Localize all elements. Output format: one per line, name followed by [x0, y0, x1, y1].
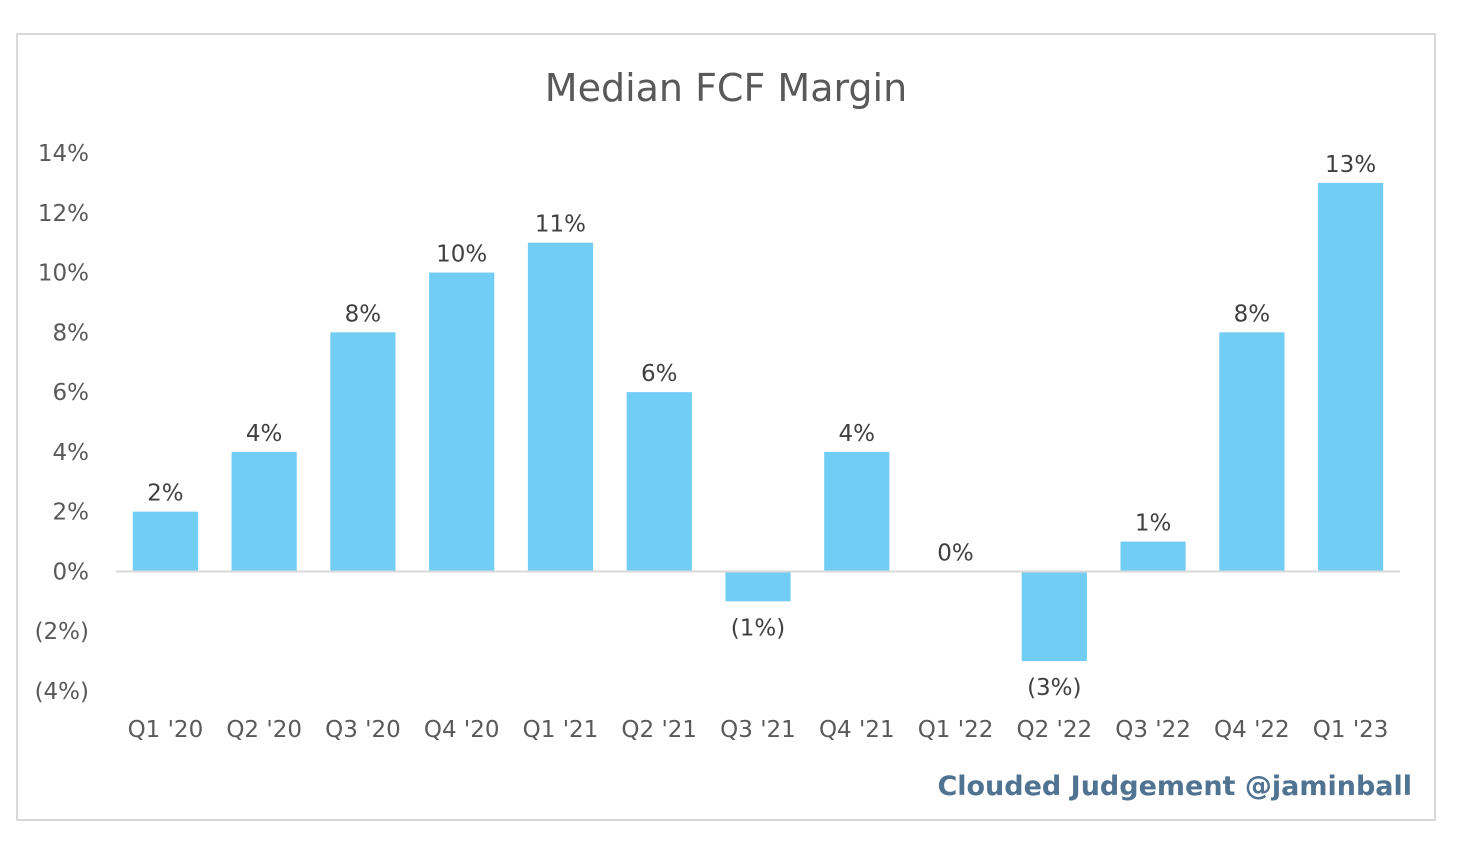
x-tick-label: Q1 '23: [1313, 717, 1389, 743]
data-label: 8%: [345, 301, 382, 327]
bar: [527, 242, 594, 572]
x-tick-label: Q3 '20: [325, 717, 401, 743]
bar: [1318, 182, 1384, 572]
x-tick-label: Q1 '22: [918, 717, 994, 743]
data-label: (3%): [1027, 675, 1081, 701]
bars: [132, 182, 1384, 662]
data-label: 13%: [1325, 152, 1376, 178]
bar: [725, 571, 791, 602]
data-label: 11%: [535, 212, 586, 238]
chart-frame: [16, 33, 1436, 821]
y-tick-label: (2%): [35, 619, 89, 645]
y-tick-label: 0%: [53, 559, 90, 585]
bar: [330, 332, 396, 572]
x-tick-label: Q4 '20: [424, 717, 500, 743]
x-tick-label: Q2 '20: [226, 717, 302, 743]
x-tick-label: Q3 '21: [720, 717, 796, 743]
chart-title: Median FCF Margin: [545, 66, 907, 110]
x-axis-tick-labels: Q1 '20 Q2 '20 Q3 '20 Q4 '20 Q1 '21 Q2 '21 Q3 '…: [128, 717, 1389, 743]
bar: [132, 511, 198, 572]
y-tick-label: 8%: [53, 320, 90, 346]
bar: [1021, 571, 1087, 662]
x-tick-label: Q4 '22: [1214, 717, 1290, 743]
x-tick-label: Q4 '21: [819, 717, 895, 743]
y-tick-label: 2%: [53, 500, 90, 526]
data-label: 10%: [436, 242, 487, 268]
y-tick-label: 6%: [53, 380, 90, 406]
y-tick-label: (4%): [35, 679, 89, 705]
y-tick-label: 14%: [38, 141, 89, 167]
data-label: 0%: [937, 540, 974, 566]
watermark: Clouded Judgement @jaminball: [937, 771, 1412, 802]
y-tick-label: 12%: [38, 201, 89, 227]
bar: [429, 272, 495, 572]
data-label: (1%): [731, 615, 785, 641]
bar: [626, 392, 692, 572]
x-tick-label: Q2 '21: [621, 717, 697, 743]
data-label: 6%: [641, 361, 678, 387]
x-tick-label: Q1 '21: [523, 717, 599, 743]
bar: [1219, 332, 1285, 572]
x-tick-label: Q3 '22: [1115, 717, 1191, 743]
x-tick-label: Q1 '20: [128, 717, 204, 743]
data-label: 4%: [839, 421, 876, 447]
data-label: 2%: [147, 481, 184, 507]
y-tick-label: 4%: [53, 440, 90, 466]
data-label: 8%: [1234, 301, 1271, 327]
bar: [231, 451, 297, 572]
y-tick-label: 10%: [38, 261, 89, 287]
bar: [824, 451, 890, 572]
data-label: 1%: [1135, 511, 1172, 537]
data-label: 4%: [246, 421, 283, 447]
x-tick-label: Q2 '22: [1016, 717, 1092, 743]
y-axis-tick-labels: 14% 12% 10% 8% 6% 4% 2% 0% (2%) (4%): [35, 141, 89, 705]
data-labels: 2% 4% 8% 10% 11% 6% (1%) 4% 0% (3%) 1% 8% 13%: [147, 152, 1376, 701]
bar: [1120, 541, 1186, 572]
